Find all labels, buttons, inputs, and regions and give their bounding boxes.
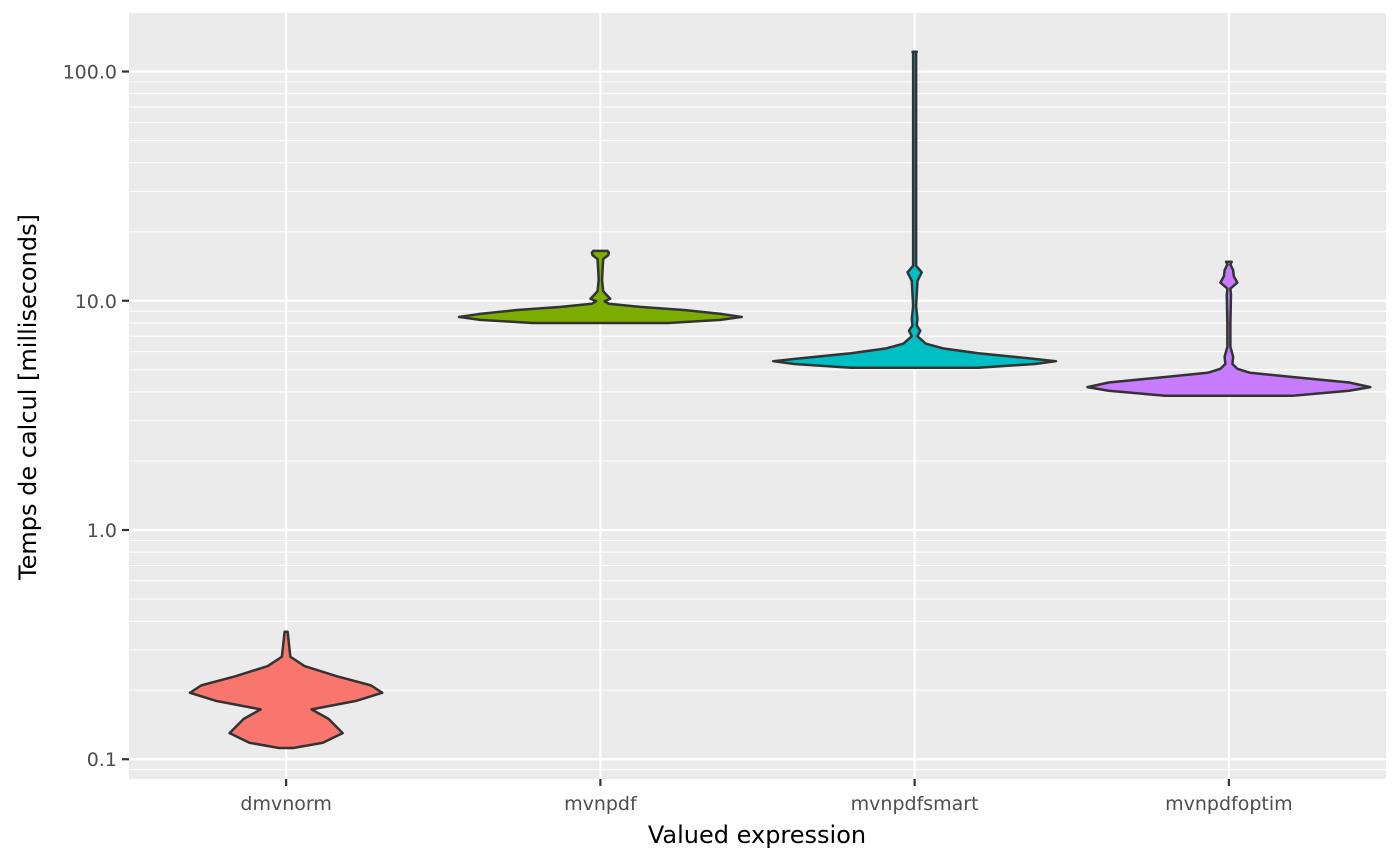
y-axis-title: Temps de calcul [milliseconds] bbox=[14, 214, 42, 581]
y-tick-label: 0.1 bbox=[87, 749, 117, 771]
x-axis-title: Valued expression bbox=[648, 821, 866, 849]
y-tick-label: 10.0 bbox=[75, 291, 117, 313]
major-gridlines bbox=[129, 13, 1386, 779]
x-axis: dmvnorm mvnpdf mvnpdfsmart mvnpdfoptim bbox=[240, 779, 1293, 815]
minor-gridlines bbox=[129, 81, 1386, 771]
violin-mvnpdfsmart bbox=[771, 50, 1058, 370]
x-tick-label: dmvnorm bbox=[240, 793, 331, 815]
x-tick-label: mvnpdf bbox=[564, 793, 638, 815]
y-tick-label: 1.0 bbox=[87, 520, 117, 542]
y-axis: 0.1 1.0 10.0 100.0 bbox=[63, 62, 129, 771]
violin-mvnpdf bbox=[457, 249, 744, 325]
x-tick-label: mvnpdfsmart bbox=[851, 793, 979, 815]
violin-dmvnorm bbox=[188, 630, 384, 750]
y-tick-label: 100.0 bbox=[63, 62, 117, 84]
x-tick-label: mvnpdfoptim bbox=[1165, 793, 1293, 815]
violin-mvnpdfoptim bbox=[1086, 260, 1372, 398]
violins bbox=[188, 50, 1372, 750]
